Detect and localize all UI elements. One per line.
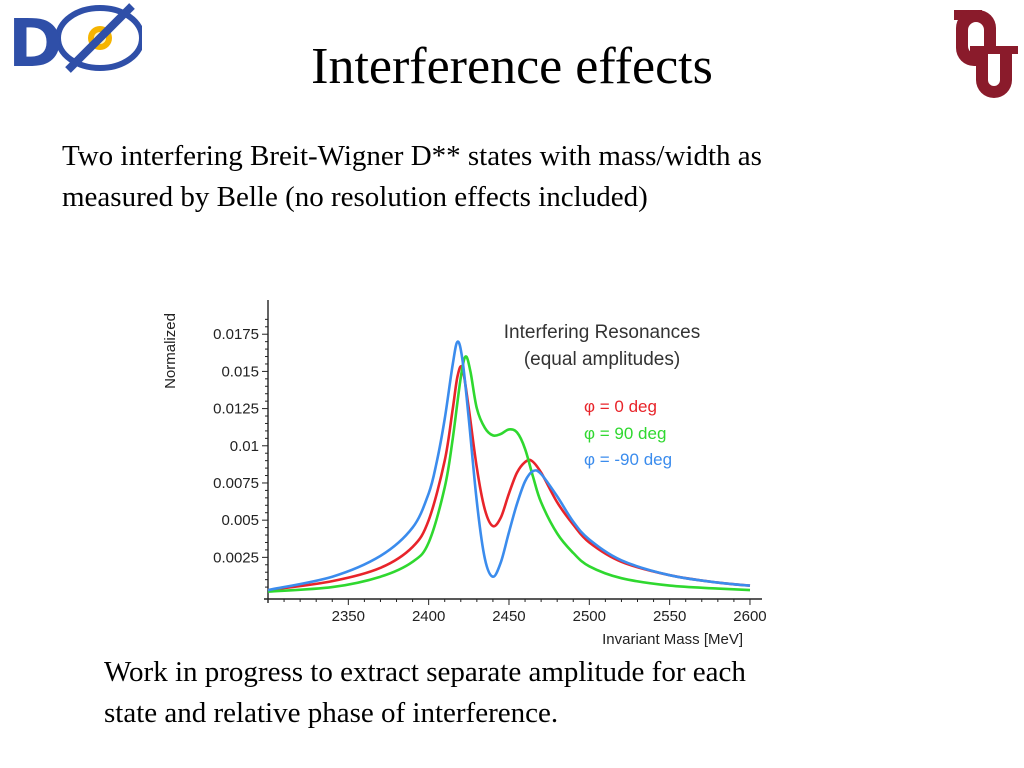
legend-entry-phi-0: φ = 0 deg [584, 397, 657, 416]
chart-title: Interfering Resonances [504, 322, 700, 343]
x-tick-label: 2450 [492, 608, 525, 625]
chart-curves [267, 340, 751, 593]
d0-logo-ring [55, 5, 142, 71]
y-tick-label: 0.0125 [213, 401, 259, 418]
intro-line: measured by Belle (no resolution effects… [62, 181, 648, 213]
d0-logo: D [8, 3, 142, 74]
ou-logo-u-hole [988, 54, 1000, 86]
x-axis-label: Invariant Mass [MeV] [602, 631, 743, 648]
footer-line: state and relative phase of interference… [104, 697, 559, 729]
x-tick-label: 2350 [332, 608, 365, 625]
d0-logo-slash [65, 3, 135, 73]
chart-legend: φ = 0 deg φ = 90 deg φ = -90 deg [584, 397, 672, 469]
y-tick-label: 0.0025 [213, 549, 259, 566]
series-phi-minus-90-line [267, 340, 751, 592]
series-phi-0-line [267, 365, 751, 592]
d0-logo-letter: D [8, 5, 63, 74]
y-tick-label: 0.005 [221, 512, 259, 529]
legend-entry-phi-90: φ = 90 deg [584, 424, 666, 443]
intro-text: Two interfering Breit-Wigner D** states … [62, 136, 962, 218]
y-tick-label: 0.015 [221, 363, 259, 380]
chart-subtitle: (equal amplitudes) [524, 349, 680, 370]
y-axis-label: Normalized [162, 313, 179, 389]
slide-title: Interference effects [311, 38, 713, 95]
ou-logo [954, 10, 1018, 98]
series-phi-90-line [267, 355, 751, 593]
x-tick-label: 2550 [653, 608, 686, 625]
footer-text: Work in progress to extract separate amp… [104, 652, 984, 734]
y-tick-label: 0.01 [230, 438, 259, 455]
interference-chart: 2350 2400 2450 2500 2550 2600 0.0025 0.005 0.007… [162, 300, 767, 648]
y-tick-label: 0.0075 [213, 475, 259, 492]
x-tick-label: 2500 [573, 608, 606, 625]
legend-entry-phi-minus-90: φ = -90 deg [584, 450, 672, 469]
footer-line: Work in progress to extract separate amp… [104, 656, 746, 688]
x-tick-label: 2600 [733, 608, 766, 625]
x-tick-label: 2400 [412, 608, 445, 625]
chart-axes [264, 300, 762, 603]
intro-line: Two interfering Breit-Wigner D** states … [62, 140, 762, 172]
chart-ticks: 2350 2400 2450 2500 2550 2600 0.0025 0.005 0.007… [213, 318, 767, 625]
y-tick-label: 0.0175 [213, 326, 259, 343]
